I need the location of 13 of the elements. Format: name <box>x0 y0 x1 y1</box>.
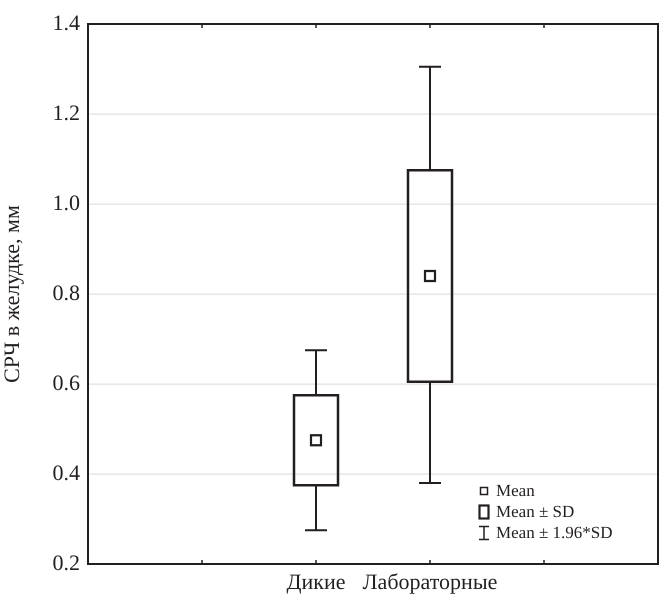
annotation: Mean <box>496 480 535 501</box>
annotation: Mean ± SD <box>496 501 574 522</box>
x-tick-label: Дикие <box>286 568 346 594</box>
annotation: Mean ± 1.96*SD <box>496 522 613 543</box>
y-axis-title: СРЧ в желудке, мм <box>0 205 24 383</box>
y-tick-label: 1.0 <box>52 190 80 215</box>
y-tick-label: 1.4 <box>52 10 80 35</box>
y-tick-label: 0.4 <box>52 460 80 485</box>
x-tick-label: Лабораторные <box>362 568 498 594</box>
y-tick-label: 0.6 <box>52 370 80 395</box>
y-tick-label: 0.8 <box>52 280 80 305</box>
y-tick-label: 1.2 <box>52 100 80 125</box>
y-tick-label: 0.2 <box>52 550 80 575</box>
